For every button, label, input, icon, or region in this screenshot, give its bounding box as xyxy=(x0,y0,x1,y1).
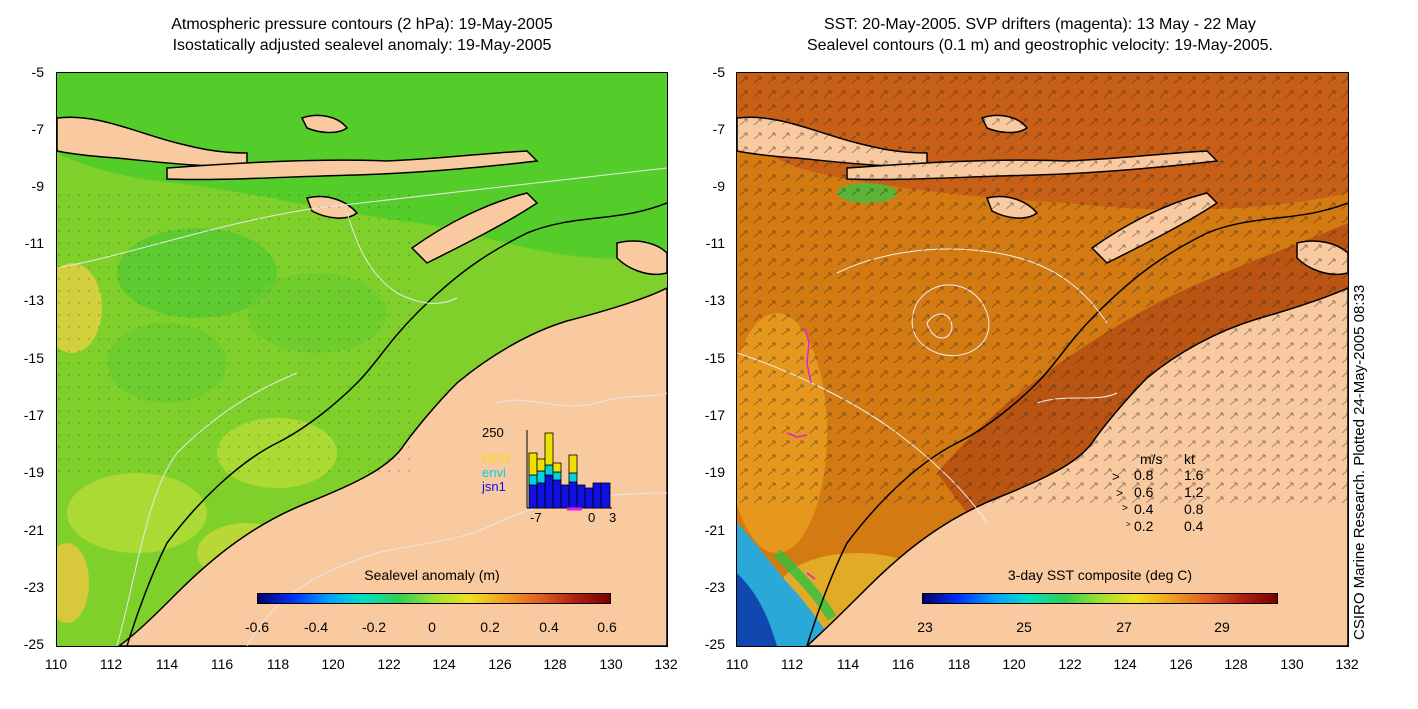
left-cbar-tick-7: 0.6 xyxy=(597,619,617,635)
velocity-legend-header-ms: m/s xyxy=(1140,451,1163,467)
left-xtick-8: 124 xyxy=(432,656,456,672)
velocity-legend-arrow-2: > xyxy=(1116,486,1124,500)
right-xtick-6: 120 xyxy=(1002,656,1026,672)
velocity-legend-kt-2: 1.2 xyxy=(1184,484,1204,500)
left-ytick-8: -19 xyxy=(23,464,44,480)
left-ytick-2: -7 xyxy=(31,121,44,137)
right-xtick-12: 132 xyxy=(1335,656,1359,672)
right-ytick-7: -17 xyxy=(704,407,725,423)
velocity-legend-ms-1: 0.8 xyxy=(1134,467,1154,483)
right-ytick-6: -15 xyxy=(704,350,725,366)
right-colorbar xyxy=(922,593,1278,604)
left-ytick-6: -15 xyxy=(23,350,44,366)
left-cbar-tick-1: -0.6 xyxy=(244,619,270,635)
inset-label-envi: envi xyxy=(482,465,506,480)
left-ytick-7: -17 xyxy=(23,407,44,423)
left-xtick-2: 112 xyxy=(99,656,123,672)
right-title: SST: 20-May-2005. SVP drifters (magenta)… xyxy=(700,14,1380,56)
right-xtick-1: 110 xyxy=(725,656,749,672)
left-title-line2: Isostatically adjusted sealevel anomaly:… xyxy=(172,37,552,54)
sealevel-anomaly-field xyxy=(57,73,667,646)
right-ytick-3: -9 xyxy=(712,178,725,194)
inset-xtick-1: -7 xyxy=(530,510,542,525)
right-ytick-1: -5 xyxy=(712,64,725,80)
right-ytick-5: -13 xyxy=(704,292,725,308)
right-colorbar-label: 3-day SST composite (deg C) xyxy=(1007,567,1193,583)
velocity-legend-kt-4: 0.4 xyxy=(1184,518,1204,534)
left-colorbar-label: Sealevel anomaly (m) xyxy=(364,567,500,583)
right-xtick-4: 116 xyxy=(891,656,915,672)
right-xtick-2: 112 xyxy=(780,656,804,672)
left-ytick-4: -11 xyxy=(24,235,44,251)
left-colorbar xyxy=(257,593,611,604)
credit-text: CSIRO Marine Research. Plotted 24-May-20… xyxy=(1351,284,1368,640)
right-xtick-3: 114 xyxy=(836,656,860,672)
left-cbar-tick-6: 0.4 xyxy=(539,619,559,635)
right-xtick-8: 124 xyxy=(1113,656,1137,672)
left-ytick-1: -5 xyxy=(31,64,44,80)
left-xtick-11: 130 xyxy=(599,656,623,672)
right-title-line2: Sealevel contours (0.1 m) and geostrophi… xyxy=(806,37,1273,54)
right-xtick-11: 130 xyxy=(1280,656,1304,672)
right-cbar-tick-4: 29 xyxy=(1214,619,1230,635)
right-cbar-tick-3: 27 xyxy=(1116,619,1132,635)
inset-label-gfo: GFO xyxy=(482,451,511,466)
sealevel-anomaly-map: 250 GFO envi jsn1 xyxy=(56,72,668,647)
left-ytick-5: -13 xyxy=(23,292,44,308)
right-ytick-4: -11 xyxy=(705,235,725,251)
left-xtick-9: 126 xyxy=(488,656,512,672)
inset-histogram xyxy=(526,430,612,511)
inset-xtick-3: 3 xyxy=(609,510,617,525)
right-ytick-8: -19 xyxy=(704,464,725,480)
satellite-coverage-inset: 250 GFO envi jsn1 xyxy=(472,425,622,525)
left-xtick-3: 114 xyxy=(155,656,179,672)
velocity-legend-header-kt: kt xyxy=(1184,451,1195,467)
left-cbar-tick-2: -0.4 xyxy=(303,619,329,635)
velocity-legend-ms-3: 0.4 xyxy=(1134,501,1154,517)
left-ytick-10: -23 xyxy=(23,579,44,595)
left-xtick-5: 118 xyxy=(266,656,290,672)
left-title-line1: Atmospheric pressure contours (2 hPa): 1… xyxy=(171,16,553,33)
right-cbar-tick-2: 25 xyxy=(1016,619,1032,635)
right-ytick-2: -7 xyxy=(712,121,725,137)
left-title: Atmospheric pressure contours (2 hPa): 1… xyxy=(57,14,667,56)
velocity-legend-kt-1: 1.6 xyxy=(1184,467,1204,483)
inset-xtick-2: 0 xyxy=(588,510,596,525)
left-ytick-9: -21 xyxy=(23,522,44,538)
left-xtick-1: 110 xyxy=(44,656,68,672)
velocity-legend-ms-2: 0.6 xyxy=(1134,484,1154,500)
left-xtick-4: 116 xyxy=(210,656,234,672)
left-xtick-12: 132 xyxy=(654,656,678,672)
sst-map: m/s kt > 0.8 1.6 > 0.6 1.2 > 0.4 0.8 > 0… xyxy=(736,72,1349,647)
inset-ymax-label: 250 xyxy=(482,425,504,440)
velocity-legend-arrow-4: > xyxy=(1126,520,1131,529)
velocity-legend-ms-4: 0.2 xyxy=(1134,518,1154,534)
right-title-line1: SST: 20-May-2005. SVP drifters (magenta)… xyxy=(824,16,1256,33)
right-xtick-10: 128 xyxy=(1224,656,1248,672)
velocity-legend-arrow-1: > xyxy=(1112,469,1120,484)
left-ytick-11: -25 xyxy=(23,636,44,652)
left-xtick-6: 120 xyxy=(321,656,345,672)
right-xtick-9: 126 xyxy=(1169,656,1193,672)
right-xtick-5: 118 xyxy=(947,656,971,672)
right-xtick-7: 122 xyxy=(1058,656,1082,672)
left-cbar-tick-3: -0.2 xyxy=(361,619,387,635)
left-xtick-7: 122 xyxy=(377,656,401,672)
left-cbar-tick-4: 0 xyxy=(428,619,436,635)
right-ytick-9: -21 xyxy=(704,522,725,538)
left-cbar-tick-5: 0.2 xyxy=(480,619,500,635)
right-ytick-11: -25 xyxy=(704,636,725,652)
left-xtick-10: 128 xyxy=(543,656,567,672)
inset-label-jsn1: jsn1 xyxy=(482,479,506,494)
right-cbar-tick-1: 23 xyxy=(917,619,933,635)
velocity-legend-kt-3: 0.8 xyxy=(1184,501,1204,517)
sst-field xyxy=(737,73,1348,646)
left-ytick-3: -9 xyxy=(31,178,44,194)
right-ytick-10: -23 xyxy=(704,579,725,595)
velocity-legend-arrow-3: > xyxy=(1122,503,1128,514)
